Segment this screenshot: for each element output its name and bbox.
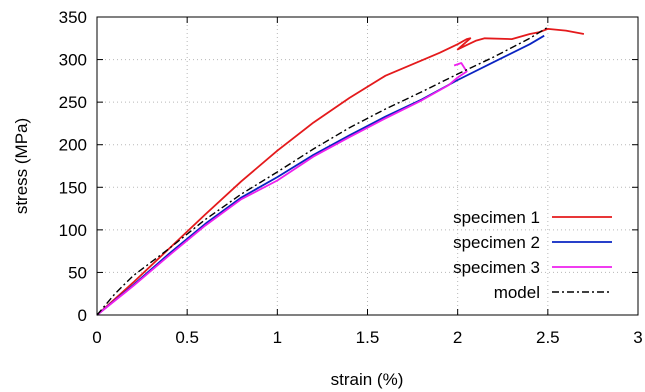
- legend: specimen 1 specimen 2 specimen 3 model: [453, 208, 612, 302]
- legend-label-specimen-1: specimen 1: [453, 208, 540, 227]
- y-tick-label: 350: [59, 8, 87, 27]
- y-tick-label: 300: [59, 51, 87, 70]
- x-tick-label: 0: [92, 328, 101, 347]
- x-tick-label: 1.5: [356, 328, 380, 347]
- y-tick-label: 250: [59, 93, 87, 112]
- tick-labels: 0 0.5 1 1.5 2 2.5 3 0 50 100 150 200 250 300 350: [59, 8, 643, 347]
- series-line-specimen-1: [96, 27, 585, 316]
- legend-label-specimen-3: specimen 3: [453, 258, 540, 277]
- series-lines: [96, 26, 585, 316]
- y-tick-label: 200: [59, 136, 87, 155]
- x-axis-label: strain (%): [331, 370, 404, 389]
- x-tick-label: 2.5: [536, 328, 560, 347]
- series-line-specimen-2: [96, 34, 545, 316]
- x-tick-label: 2: [453, 328, 462, 347]
- x-tick-label: 0.5: [175, 328, 199, 347]
- y-axis-label: stress (MPa): [12, 118, 31, 214]
- legend-label-specimen-2: specimen 2: [453, 233, 540, 252]
- y-tick-label: 0: [78, 306, 87, 325]
- y-tick-label: 100: [59, 221, 87, 240]
- y-tick-label: 50: [68, 263, 87, 282]
- grid-lines: [97, 17, 638, 315]
- x-tick-label: 3: [633, 328, 642, 347]
- series-line-model: [96, 26, 549, 316]
- plot-frame: [96, 16, 639, 316]
- x-tick-label: 1: [273, 328, 282, 347]
- legend-label-model: model: [494, 283, 540, 302]
- series-line-specimen-3: [96, 62, 468, 316]
- y-tick-label: 150: [59, 178, 87, 197]
